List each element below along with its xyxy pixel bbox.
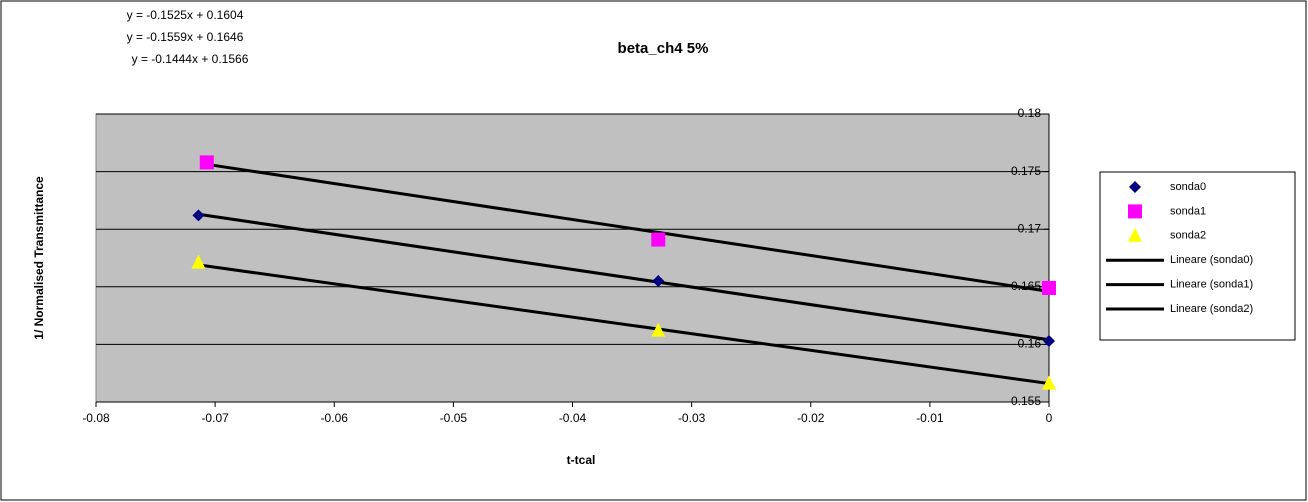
marker-diamond	[1129, 181, 1141, 193]
equation: y = -0.1559x + 0.1646	[127, 30, 244, 44]
legend-label: sonda2	[1170, 230, 1206, 242]
legend-label: sonda0	[1170, 181, 1206, 193]
y-tick-label: 0.175	[1011, 164, 1041, 178]
marker-square	[1042, 280, 1056, 295]
marker-diamond	[652, 275, 665, 288]
y-tick-label: 0.18	[1018, 106, 1042, 120]
plot-area	[95, 113, 1050, 403]
equation: y = -0.1444x + 0.1566	[132, 52, 249, 66]
legend-label: Lineare (sonda1)	[1170, 279, 1253, 291]
legend	[1099, 171, 1296, 341]
equation: y = -0.1525x + 0.1604	[127, 8, 244, 22]
trendline	[198, 263, 1050, 386]
chart-title: beta_ch4 5%	[618, 40, 709, 57]
marker-diamond	[1043, 334, 1055, 347]
x-tick-label: -0.04	[559, 411, 587, 425]
x-tick-label: -0.07	[201, 411, 229, 425]
trendline	[208, 163, 1050, 293]
x-tick-label: -0.06	[321, 411, 349, 425]
x-tick-label: -0.02	[797, 411, 825, 425]
marker-square	[651, 232, 666, 247]
y-axis-label: 1/ Normalised Transmittance	[32, 176, 46, 340]
x-tick-label: -0.03	[678, 411, 706, 425]
y-tick-label: 0.17	[1018, 221, 1042, 235]
x-tick-label: -0.08	[82, 411, 110, 425]
marker-diamond	[192, 209, 205, 222]
legend-label: Lineare (sonda2)	[1170, 303, 1253, 315]
x-tick-label: -0.01	[916, 411, 944, 425]
marker-triangle	[1042, 375, 1056, 390]
x-tick-label: -0.05	[440, 411, 468, 425]
legend-label: sonda1	[1170, 205, 1206, 217]
marker-square	[1128, 204, 1142, 219]
marker-triangle	[651, 322, 666, 337]
legend-label: Lineare (sonda0)	[1170, 254, 1253, 266]
x-axis-label: t-tcal	[567, 453, 596, 467]
trendline	[198, 212, 1050, 342]
marker-triangle	[1128, 227, 1142, 242]
marker-square	[199, 155, 214, 170]
y-tick-label: 0.16	[1018, 337, 1042, 351]
y-tick-label: 0.155	[1011, 394, 1041, 408]
x-tick-label: 0	[1046, 411, 1053, 425]
marker-triangle	[191, 254, 206, 269]
